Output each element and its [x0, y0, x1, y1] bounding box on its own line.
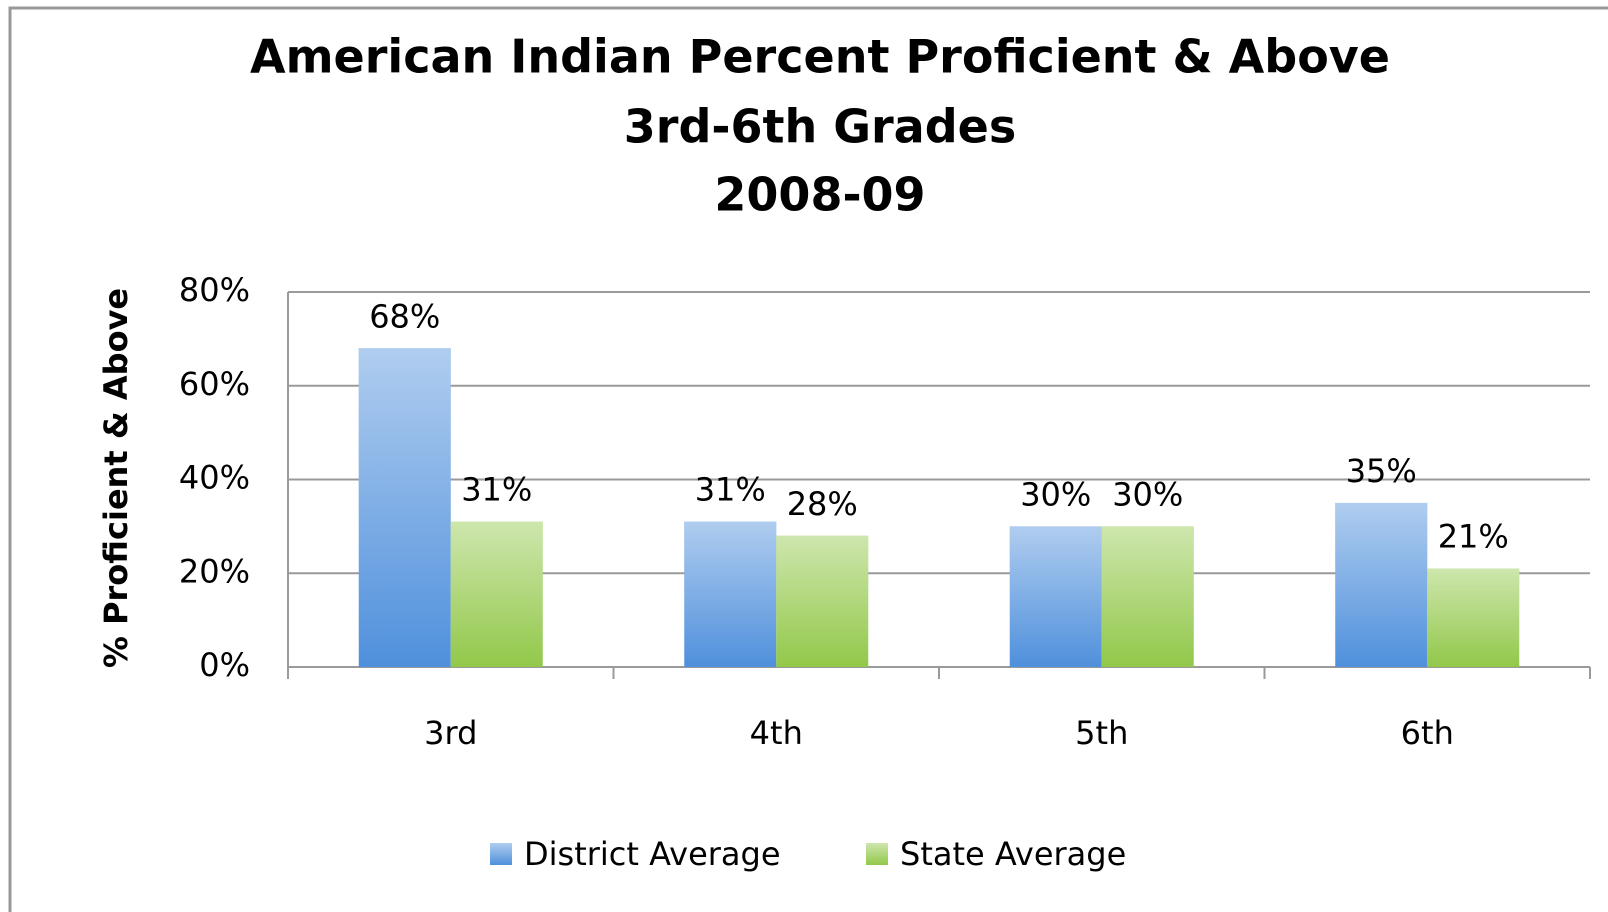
legend-swatch-shine — [866, 843, 888, 865]
chart-title: 2008-09 — [714, 168, 925, 222]
x-tick-label: 4th — [750, 714, 803, 752]
frame — [8, 6, 1608, 912]
bar-shine — [358, 348, 451, 667]
y-axis-label: % Proficient & Above — [97, 288, 135, 668]
data-label: 31% — [461, 471, 532, 509]
y-tick-label: 40% — [179, 459, 250, 497]
chart-title: American Indian Percent Proficient & Abo… — [250, 30, 1390, 84]
legend-label: State Average — [900, 835, 1126, 873]
y-tick-label: 0% — [199, 646, 250, 684]
bar-shine — [684, 521, 777, 667]
bar-shine — [776, 535, 869, 667]
bar-shine — [1101, 526, 1194, 667]
chart-title: 3rd-6th Grades — [624, 100, 1016, 154]
bar-shine — [1427, 568, 1520, 667]
data-label: 28% — [787, 485, 858, 523]
data-label: 30% — [1112, 475, 1183, 513]
data-label: 30% — [1020, 475, 1091, 513]
x-tick-label: 6th — [1401, 714, 1454, 752]
legend-label: District Average — [524, 835, 781, 873]
data-label: 35% — [1346, 452, 1417, 490]
y-tick-label: 60% — [179, 365, 250, 403]
data-label: 21% — [1438, 518, 1509, 556]
legend-swatch-shine — [490, 843, 512, 865]
bar-shine — [1335, 502, 1428, 667]
y-tick-label: 20% — [179, 552, 250, 590]
bar-shine — [1009, 526, 1102, 667]
x-tick-label: 5th — [1075, 714, 1128, 752]
data-label: 31% — [695, 471, 766, 509]
y-tick-label: 80% — [179, 271, 250, 309]
x-tick-label: 3rd — [424, 714, 477, 752]
data-label: 68% — [369, 297, 440, 335]
bar-shine — [450, 521, 543, 667]
